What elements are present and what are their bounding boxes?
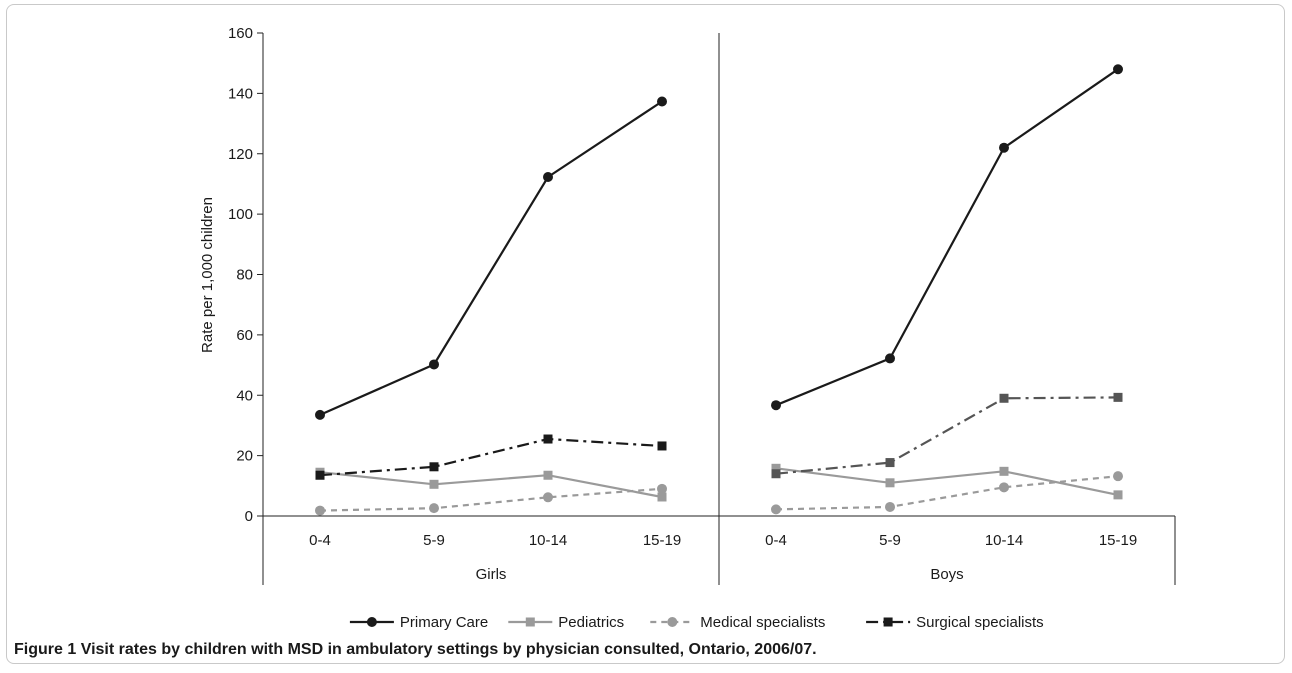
series-line [319,437,663,477]
x-tick-label: 5-9 [423,532,445,549]
legend-label: Primary Care [400,614,488,631]
series-point [543,492,553,503]
y-tick-label: 40 [236,387,253,404]
series-point [429,359,439,370]
series-point [999,482,1009,493]
series-line [775,467,1119,496]
series-line [319,100,663,416]
series-point [999,142,1009,153]
series-line [775,475,1119,511]
y-tick-label: 0 [245,508,253,525]
series-point [657,441,667,451]
series-point [1113,392,1123,402]
series-point [771,504,781,515]
legend-swatch-marker [366,617,377,627]
y-tick-label: 80 [236,267,253,284]
x-group-label: Boys [930,566,963,583]
series-point [999,466,1009,476]
series-point [657,96,667,107]
series-point [429,462,439,472]
chart-axes [262,33,1176,585]
x-tick-label: 0-4 [765,532,787,549]
series-point [1113,471,1123,482]
x-tick-label: 15-19 [643,532,681,549]
legend-label: Surgical specialists [916,614,1044,631]
series-point [657,492,667,502]
series-point [429,503,439,514]
series-point [315,505,325,516]
series-point [543,171,553,182]
series-point [543,470,553,480]
series-point [315,409,325,420]
y-tick-label: 160 [228,25,253,42]
series-point [543,434,553,444]
series-point [1113,64,1123,75]
series-point [771,469,781,479]
x-tick-label: 15-19 [1099,532,1137,549]
figure-label: Figure 1 [14,641,77,658]
series-point [1113,490,1123,500]
figure-caption-text: Visit rates by children with MSD in ambu… [80,641,817,658]
series-point [885,353,895,364]
legend-swatch-marker [667,617,678,627]
legend-label: Pediatrics [558,614,624,631]
figure-frame [6,4,1285,664]
y-tick-label: 140 [228,85,253,102]
series-point [999,393,1009,403]
x-tick-label: 10-14 [985,532,1023,549]
y-tick-label: 60 [236,327,253,344]
legend-label: Medical specialists [700,614,825,631]
series-point [657,483,667,494]
x-tick-label: 10-14 [529,532,567,549]
y-axis-title: Rate per 1,000 children [199,197,216,353]
x-tick-label: 5-9 [879,532,901,549]
legend-swatch-marker [883,617,893,627]
y-tick-label: 20 [236,448,253,465]
series-line [319,487,663,512]
y-tick-label: 100 [228,206,253,223]
figure-caption: Figure 1 Visit rates by children with MS… [14,641,817,659]
series-point [885,458,895,468]
series-point [771,400,781,411]
x-tick-label: 0-4 [309,532,331,549]
x-group-label: Girls [476,566,507,583]
series-point [429,479,439,489]
series-point [315,470,325,480]
series-line [775,396,1119,475]
y-axis-ticks: 0 20 40 60 80 100 120 140 160 [228,25,263,525]
legend-swatch-marker [525,617,535,627]
x-axis-labels: 0-4 5-9 10-14 15-19 Girls 0-4 5-9 10-14 15-19 Boy… [309,532,1137,583]
chart-legend: Primary Care Pediatrics Medical specialist… [349,614,1044,631]
series-point [771,463,781,473]
series-line [775,68,1119,407]
series-line [319,471,663,499]
chart-series [315,64,1123,516]
y-tick-label: 120 [228,146,253,163]
series-point [885,501,895,512]
series-point [885,478,895,488]
